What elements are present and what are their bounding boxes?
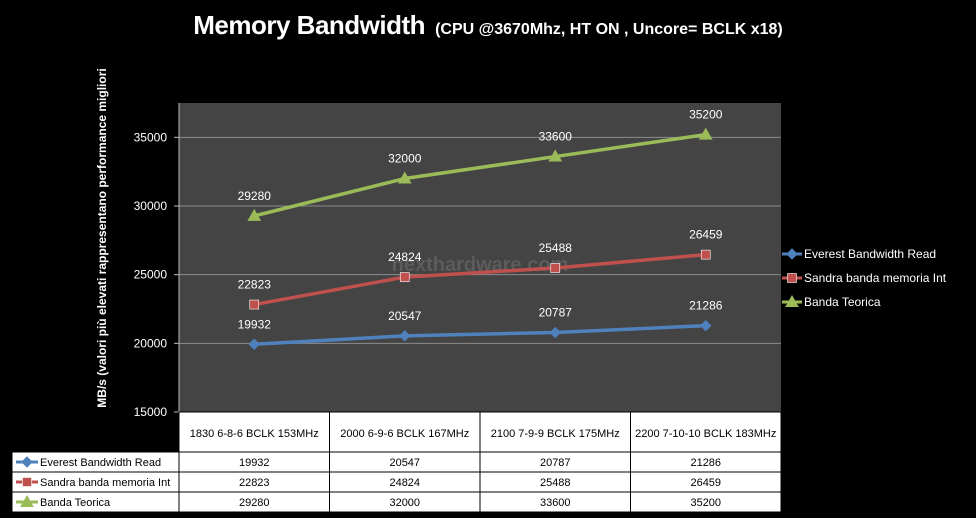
table-row-name: Banda Teorica xyxy=(40,497,111,509)
table-row-key-marker xyxy=(20,494,34,507)
category-label: 2100 7-9-9 BCLK 175MHz xyxy=(491,428,620,440)
table-cell: 32000 xyxy=(389,497,420,509)
series-line-0 xyxy=(254,323,706,347)
data-label: 24824 xyxy=(388,250,422,264)
data-label: 20547 xyxy=(388,309,422,323)
table-cell: 35200 xyxy=(690,497,721,509)
legend-label: Banda Teorica xyxy=(804,295,881,309)
legend-key-marker xyxy=(786,248,798,260)
category-label: 2200 7-10-10 BCLK 183MHz xyxy=(635,428,776,440)
data-point xyxy=(248,338,260,350)
chart-title-block: Memory Bandwidth (CPU @3670Mhz, HT ON , U… xyxy=(0,10,976,41)
data-label: 33600 xyxy=(539,130,573,144)
y-tick-label: 30000 xyxy=(134,199,168,213)
y-tick-label: 15000 xyxy=(134,405,168,419)
table-row-name: Everest Bandwidth Read xyxy=(40,457,161,469)
data-point xyxy=(549,326,561,339)
chart-subtitle: (CPU @3670Mhz, HT ON , Uncore= BCLK x18) xyxy=(435,21,783,38)
data-label: 22823 xyxy=(238,278,272,292)
legend-key-marker xyxy=(785,294,799,307)
y-axis-label: MB/s (valori più elevati rappresentano p… xyxy=(95,68,109,407)
data-label: 25488 xyxy=(539,241,573,255)
data-point xyxy=(247,208,262,221)
y-tick-label: 25000 xyxy=(134,268,168,282)
series-line-1 xyxy=(253,252,706,307)
table-row-key-marker xyxy=(22,477,32,487)
table-row-name: Sandra banda memoria Int xyxy=(40,477,170,489)
legend-label: Everest Bandwidth Read xyxy=(804,247,936,261)
data-label: 26459 xyxy=(689,228,723,242)
data-label: 32000 xyxy=(388,152,422,166)
data-table-rowheader-bg xyxy=(11,451,180,513)
data-point xyxy=(698,127,713,140)
series-line-2 xyxy=(253,132,707,218)
table-cell: 33600 xyxy=(540,497,571,509)
data-label: 35200 xyxy=(689,108,723,122)
table-cell: 26459 xyxy=(690,477,721,489)
data-point xyxy=(249,299,260,310)
table-cell: 24824 xyxy=(389,477,420,489)
data-label: 29280 xyxy=(238,189,272,203)
y-tick-label: 20000 xyxy=(134,336,168,350)
chart-title: Memory Bandwidth xyxy=(193,10,426,40)
table-cell: 21286 xyxy=(690,457,721,469)
table-cell: 25488 xyxy=(540,477,571,489)
legend-label: Sandra banda memoria Int xyxy=(804,271,947,285)
table-cell: 20547 xyxy=(389,457,420,469)
category-label: 1830 6-8-6 BCLK 153MHz xyxy=(190,428,319,440)
data-point xyxy=(397,171,412,184)
table-cell: 22823 xyxy=(239,477,270,489)
category-label: 2000 6-9-6 BCLK 167MHz xyxy=(340,428,469,440)
data-point xyxy=(399,272,410,282)
y-tick-label: 35000 xyxy=(134,130,168,144)
data-label: 21286 xyxy=(689,299,723,313)
table-cell: 29280 xyxy=(239,497,270,509)
data-point xyxy=(399,330,411,342)
data-label: 20787 xyxy=(539,306,573,320)
data-point xyxy=(700,319,712,332)
legend-key-marker xyxy=(787,273,797,283)
data-point xyxy=(700,249,711,260)
table-cell: 19932 xyxy=(239,457,270,469)
data-label: 19932 xyxy=(238,317,272,331)
table-row-key-marker xyxy=(21,456,33,468)
table-cell: 20787 xyxy=(540,457,571,469)
data-point xyxy=(550,263,561,273)
data-point xyxy=(548,149,563,162)
